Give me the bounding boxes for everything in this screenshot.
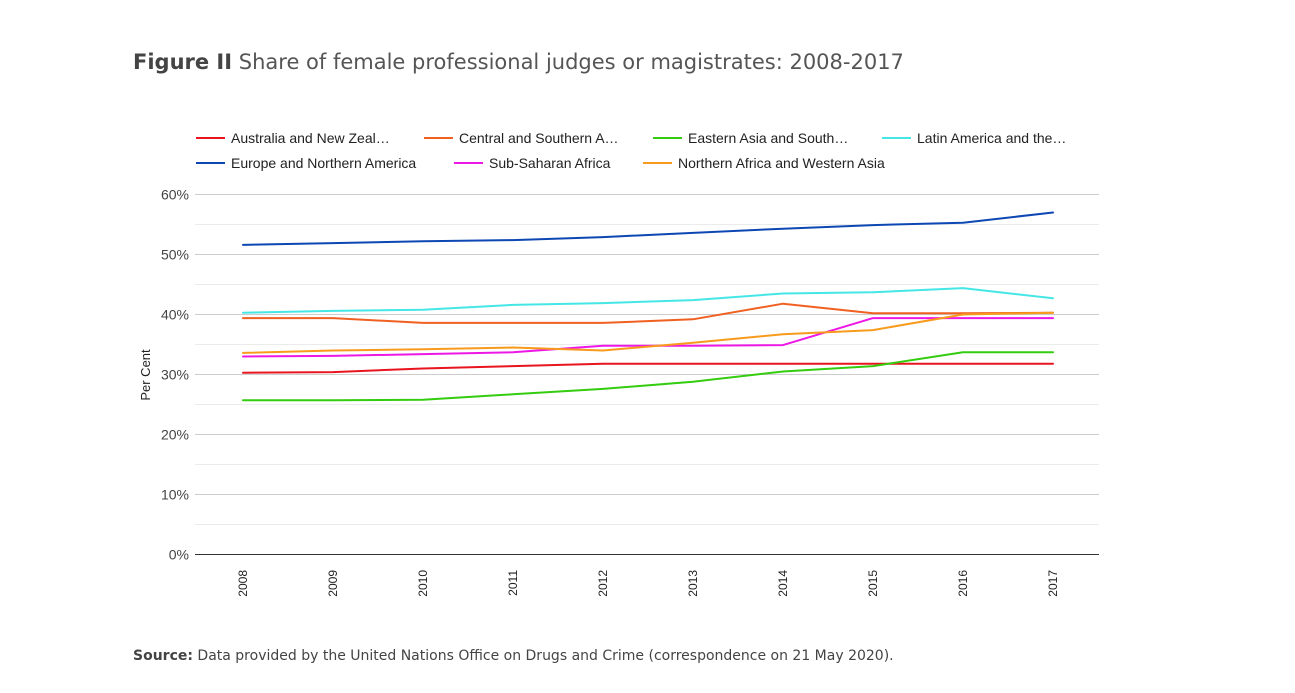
figure-title: Figure II Share of female professional j…: [133, 50, 904, 74]
x-axis: 2008 2009 2010 2011 2012 2013 2014 2015 2016 2017: [236, 570, 1060, 597]
legend-item[interactable]: Northern Africa and Western Asia: [643, 155, 885, 171]
series-line[interactable]: [242, 211, 1054, 246]
y-tick-label: 50%: [161, 247, 189, 263]
legend-item[interactable]: Central and Southern A…: [424, 130, 619, 146]
legend-label: Australia and New Zeal…: [231, 130, 390, 146]
series-line[interactable]: [242, 302, 1054, 324]
x-tick-label: 2010: [416, 570, 430, 597]
series-line[interactable]: [242, 287, 1054, 314]
x-tick-label: 2008: [236, 570, 250, 597]
chart-series: [242, 211, 1054, 402]
x-tick-label: 2013: [686, 570, 700, 597]
y-tick-label: 20%: [161, 427, 189, 443]
line-chart: Australia and New Zeal… Central and South…: [138, 130, 1099, 597]
legend-item[interactable]: Eastern Asia and South…: [653, 130, 848, 146]
figure-title-text: Share of female professional judges or m…: [238, 50, 904, 74]
y-tick-label: 60%: [161, 187, 189, 203]
legend-label: Eastern Asia and South…: [688, 130, 848, 146]
series-line[interactable]: [242, 351, 1054, 402]
legend-item[interactable]: Australia and New Zeal…: [196, 130, 390, 146]
legend-label: Central and Southern A…: [459, 130, 619, 146]
legend-label: Europe and Northern America: [231, 155, 416, 171]
x-tick-label: 2015: [866, 570, 880, 597]
y-axis-title: Per Cent: [138, 349, 153, 401]
y-tick-label: 40%: [161, 307, 189, 323]
source-text: Data provided by the United Nations Offi…: [197, 648, 894, 664]
x-tick-label: 2017: [1046, 570, 1060, 597]
x-tick-label: 2011: [506, 570, 520, 596]
source-label: Source:: [133, 648, 193, 664]
figure-label: Figure II: [133, 50, 233, 74]
y-tick-label: 10%: [161, 487, 189, 503]
legend-label: Sub-Saharan Africa: [489, 155, 611, 171]
legend-label: Latin America and the…: [917, 130, 1066, 146]
chart-gridlines: [195, 194, 1099, 555]
legend-item[interactable]: Europe and Northern America: [196, 155, 416, 171]
x-tick-label: 2012: [596, 570, 610, 597]
chart-legend: Australia and New Zeal… Central and South…: [196, 130, 1066, 171]
y-tick-label: 30%: [161, 367, 189, 383]
y-tick-label: 0%: [169, 547, 189, 563]
y-axis: 0% 10% 20% 30% 40% 50% 60%: [161, 187, 189, 563]
x-tick-label: 2016: [956, 570, 970, 597]
x-tick-label: 2014: [776, 570, 790, 597]
legend-item[interactable]: Latin America and the…: [882, 130, 1066, 146]
legend-item[interactable]: Sub-Saharan Africa: [454, 155, 611, 171]
source-note: Source: Data provided by the United Nati…: [133, 648, 894, 664]
legend-label: Northern Africa and Western Asia: [678, 155, 885, 171]
x-tick-label: 2009: [326, 570, 340, 597]
series-line[interactable]: [242, 362, 1054, 374]
series-line[interactable]: [242, 311, 1054, 354]
